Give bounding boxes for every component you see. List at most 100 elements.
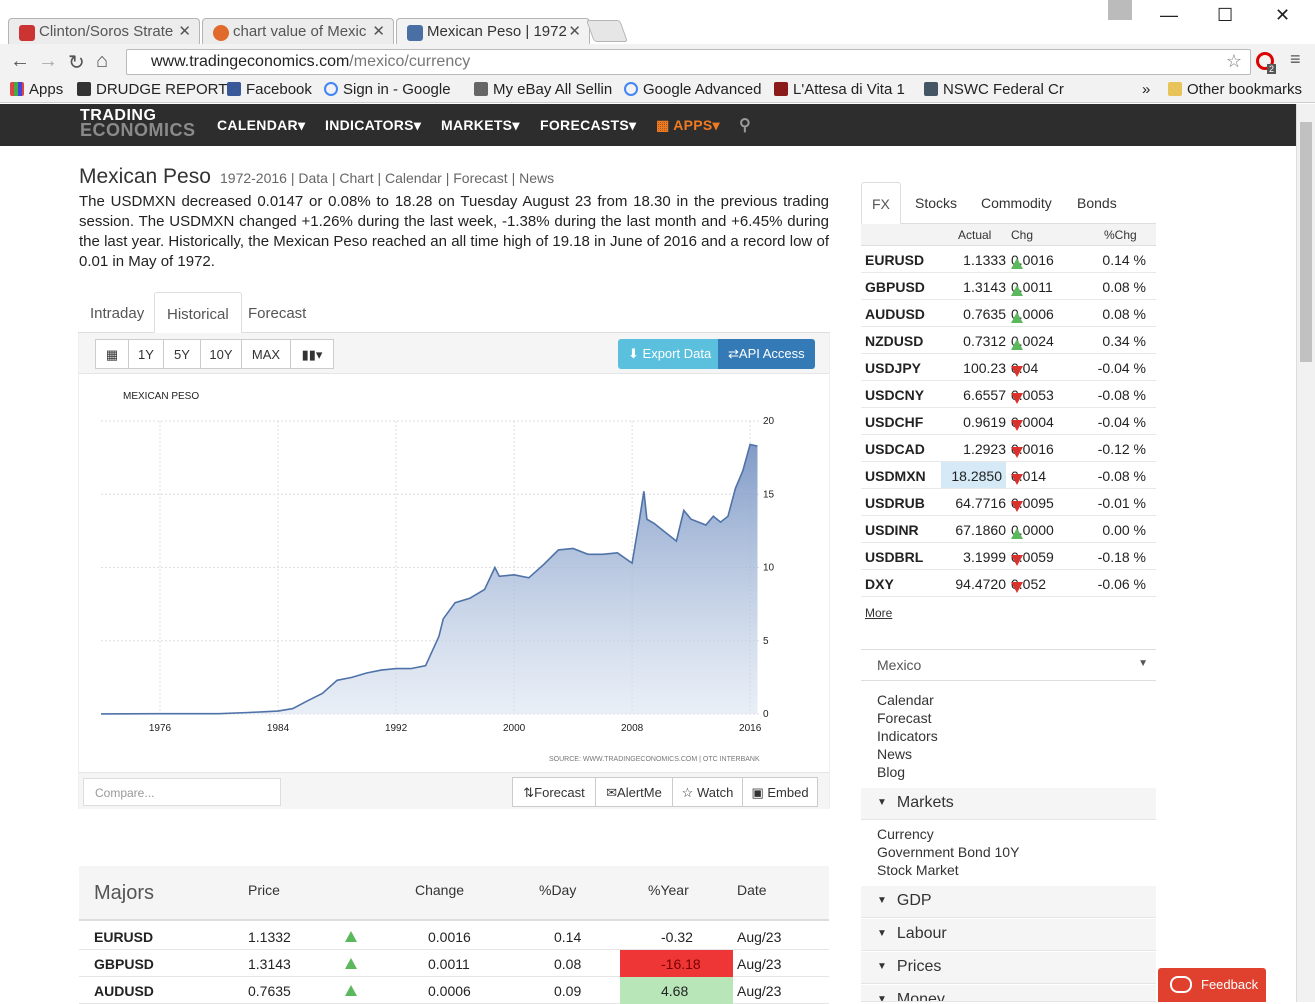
sidebar-link-indicators[interactable]: Indicators bbox=[877, 728, 938, 744]
fx-row[interactable]: AUDUSD 0.7635 0.0006 0.08 % bbox=[861, 300, 1156, 327]
bookmark-google-advanced[interactable]: Google Advanced bbox=[624, 81, 761, 98]
sidebar-link-bond-10y[interactable]: Government Bond 10Y bbox=[877, 844, 1020, 860]
bookmark-attesa[interactable]: L'Attesa di Vita 1 bbox=[774, 81, 905, 98]
fx-symbol[interactable]: USDCAD bbox=[865, 441, 925, 457]
bookmark-apps[interactable]: Apps bbox=[10, 81, 63, 98]
back-icon[interactable]: ← bbox=[10, 50, 30, 72]
browser-tab-1[interactable]: Clinton/Soros Strate ✕ bbox=[8, 18, 200, 46]
majors-row[interactable]: EURUSD 1.1332 0.0016 0.14 -0.32 Aug/23 bbox=[79, 923, 829, 950]
page-scrollbar[interactable] bbox=[1296, 104, 1315, 1002]
fx-symbol[interactable]: USDBRL bbox=[865, 549, 924, 565]
sidebar-section-labour[interactable]: ▼ Labour bbox=[861, 919, 1156, 951]
fx-symbol[interactable]: USDCHF bbox=[865, 414, 924, 430]
fx-row[interactable]: DXY 94.4720 0.052 -0.06 % bbox=[861, 570, 1156, 597]
tab-historical[interactable]: Historical bbox=[154, 292, 242, 333]
site-logo[interactable]: TRADING ECONOMICS bbox=[80, 108, 196, 140]
sidebar-link-currency[interactable]: Currency bbox=[877, 826, 934, 842]
major-symbol[interactable]: GBPUSD bbox=[94, 956, 154, 972]
country-select[interactable]: Mexico ▼ bbox=[861, 649, 1156, 681]
bookmark-drudge[interactable]: DRUDGE REPORT bbox=[77, 81, 227, 98]
export-data-button[interactable]: ⬇ Export Data bbox=[618, 339, 718, 369]
fx-symbol[interactable]: USDINR bbox=[865, 522, 919, 538]
fx-row[interactable]: USDMXN 18.2850 0.014 -0.08 % bbox=[861, 462, 1156, 489]
sidebar-section-prices[interactable]: ▼ Prices bbox=[861, 952, 1156, 984]
profile-icon[interactable] bbox=[1108, 0, 1132, 20]
address-bar[interactable]: www.tradingeconomics.com/mexico/currency… bbox=[126, 49, 1251, 75]
embed-button[interactable]: ▣ Embed bbox=[742, 777, 818, 807]
nav-markets[interactable]: MARKETS▾ bbox=[441, 117, 520, 133]
fx-row[interactable]: EURUSD 1.1333 0.0016 0.14 % bbox=[861, 246, 1156, 273]
forecast-button[interactable]: ⇅Forecast bbox=[512, 777, 596, 807]
api-access-button[interactable]: ⇄API Access bbox=[718, 339, 815, 369]
alertme-button[interactable]: ✉AlertMe bbox=[595, 777, 673, 807]
sidebar-link-calendar[interactable]: Calendar bbox=[877, 692, 934, 708]
sidebar-link-stock-market[interactable]: Stock Market bbox=[877, 862, 959, 878]
fx-row[interactable]: USDJPY 100.23 0.04 -0.04 % bbox=[861, 354, 1156, 381]
range-max-button[interactable]: MAX bbox=[241, 339, 291, 369]
watch-button[interactable]: ☆ Watch bbox=[672, 777, 743, 807]
majors-row[interactable]: AUDUSD 0.7635 0.0006 0.09 4.68 Aug/23 bbox=[79, 977, 829, 1004]
feedback-button[interactable]: Feedback bbox=[1158, 968, 1266, 1002]
fx-row[interactable]: USDINR 67.1860 0.0000 0.00 % bbox=[861, 516, 1156, 543]
price-chart[interactable]: MEXICAN PESO 1976 1984 1992 2000 2008 2016 0 5… bbox=[79, 374, 829, 772]
scrollbar-thumb[interactable] bbox=[1300, 122, 1312, 362]
fx-row[interactable]: USDCHF 0.9619 0.0004 -0.04 % bbox=[861, 408, 1156, 435]
browser-tab-3[interactable]: Mexican Peso | 1972 ✕ bbox=[396, 18, 590, 46]
sidebar-section-money[interactable]: ▼ Money bbox=[861, 985, 1156, 1002]
sidebar-section-markets[interactable]: ▼ Markets bbox=[861, 788, 1156, 820]
close-tab-icon[interactable]: ✕ bbox=[568, 23, 581, 40]
fx-row[interactable]: USDCAD 1.2923 0.0016 -0.12 % bbox=[861, 435, 1156, 462]
forward-icon[interactable]: → bbox=[38, 50, 58, 72]
browser-tab-2[interactable]: chart value of Mexic ✕ bbox=[202, 18, 394, 46]
fx-symbol[interactable]: USDJPY bbox=[865, 360, 922, 376]
tab-forecast[interactable]: Forecast bbox=[248, 305, 307, 322]
minimize-icon[interactable]: — bbox=[1160, 5, 1178, 25]
tab-intraday[interactable]: Intraday bbox=[90, 305, 145, 322]
fx-symbol[interactable]: DXY bbox=[865, 576, 894, 592]
sidebar-section-gdp[interactable]: ▼ GDP bbox=[861, 886, 1156, 918]
other-bookmarks[interactable]: Other bookmarks bbox=[1168, 81, 1302, 98]
bookmark-google-signin[interactable]: Sign in - Google bbox=[324, 81, 451, 98]
bookmark-nswc[interactable]: NSWC Federal Cr bbox=[924, 81, 1064, 98]
sidebar-link-forecast[interactable]: Forecast bbox=[877, 710, 932, 726]
fx-symbol[interactable]: EURUSD bbox=[865, 252, 925, 268]
fx-row[interactable]: USDRUB 64.7716 0.0095 -0.01 % bbox=[861, 489, 1156, 516]
close-tab-icon[interactable]: ✕ bbox=[372, 23, 385, 40]
page-sublinks[interactable]: 1972-2016 | Data | Chart | Calendar | Fo… bbox=[220, 170, 555, 186]
fx-symbol[interactable]: USDRUB bbox=[865, 495, 925, 511]
opera-extension-icon[interactable] bbox=[1256, 52, 1274, 70]
major-symbol[interactable]: EURUSD bbox=[94, 929, 154, 945]
fx-symbol[interactable]: AUDUSD bbox=[865, 306, 925, 322]
range-5y-button[interactable]: 5Y bbox=[163, 339, 201, 369]
bookmark-star-icon[interactable]: ☆ bbox=[1225, 51, 1242, 71]
fx-row[interactable]: NZDUSD 0.7312 0.0024 0.34 % bbox=[861, 327, 1156, 354]
fx-row[interactable]: GBPUSD 1.3143 0.0011 0.08 % bbox=[861, 273, 1156, 300]
search-icon[interactable]: ⚲ bbox=[739, 117, 752, 134]
home-icon[interactable]: ⌂ bbox=[96, 50, 109, 72]
bookmark-facebook[interactable]: Facebook bbox=[227, 81, 312, 98]
menu-icon[interactable]: ≡ bbox=[1290, 49, 1301, 69]
fx-row[interactable]: USDCNY 6.6557 0.0053 -0.08 % bbox=[861, 381, 1156, 408]
nav-indicators[interactable]: INDICATORS▾ bbox=[325, 117, 422, 133]
major-symbol[interactable]: AUDUSD bbox=[94, 983, 154, 999]
fx-symbol[interactable]: USDCNY bbox=[865, 387, 925, 403]
bookmark-ebay[interactable]: My eBay All Sellin bbox=[474, 81, 612, 98]
tab-bonds[interactable]: Bonds bbox=[1077, 195, 1117, 211]
fx-row[interactable]: USDBRL 3.1999 0.0059 -0.18 % bbox=[861, 543, 1156, 570]
sidebar-link-blog[interactable]: Blog bbox=[877, 764, 906, 780]
close-tab-icon[interactable]: ✕ bbox=[178, 23, 191, 40]
new-tab-button[interactable] bbox=[585, 20, 629, 42]
close-window-icon[interactable]: ✕ bbox=[1275, 5, 1291, 25]
tab-stocks[interactable]: Stocks bbox=[915, 195, 958, 211]
nav-calendar[interactable]: CALENDAR▾ bbox=[217, 117, 306, 133]
nav-apps[interactable]: ▦ APPS▾ bbox=[656, 117, 720, 133]
calendar-icon[interactable]: ▦ bbox=[95, 339, 129, 369]
sidebar-link-news[interactable]: News bbox=[877, 746, 913, 762]
chart-type-button[interactable]: ▮▮▾ bbox=[290, 339, 334, 369]
maximize-icon[interactable]: ☐ bbox=[1217, 5, 1234, 25]
range-1y-button[interactable]: 1Y bbox=[128, 339, 164, 369]
compare-input[interactable]: Compare... bbox=[83, 778, 281, 806]
range-10y-button[interactable]: 10Y bbox=[200, 339, 242, 369]
tab-commodity[interactable]: Commodity bbox=[981, 195, 1052, 211]
fx-symbol[interactable]: GBPUSD bbox=[865, 279, 925, 295]
